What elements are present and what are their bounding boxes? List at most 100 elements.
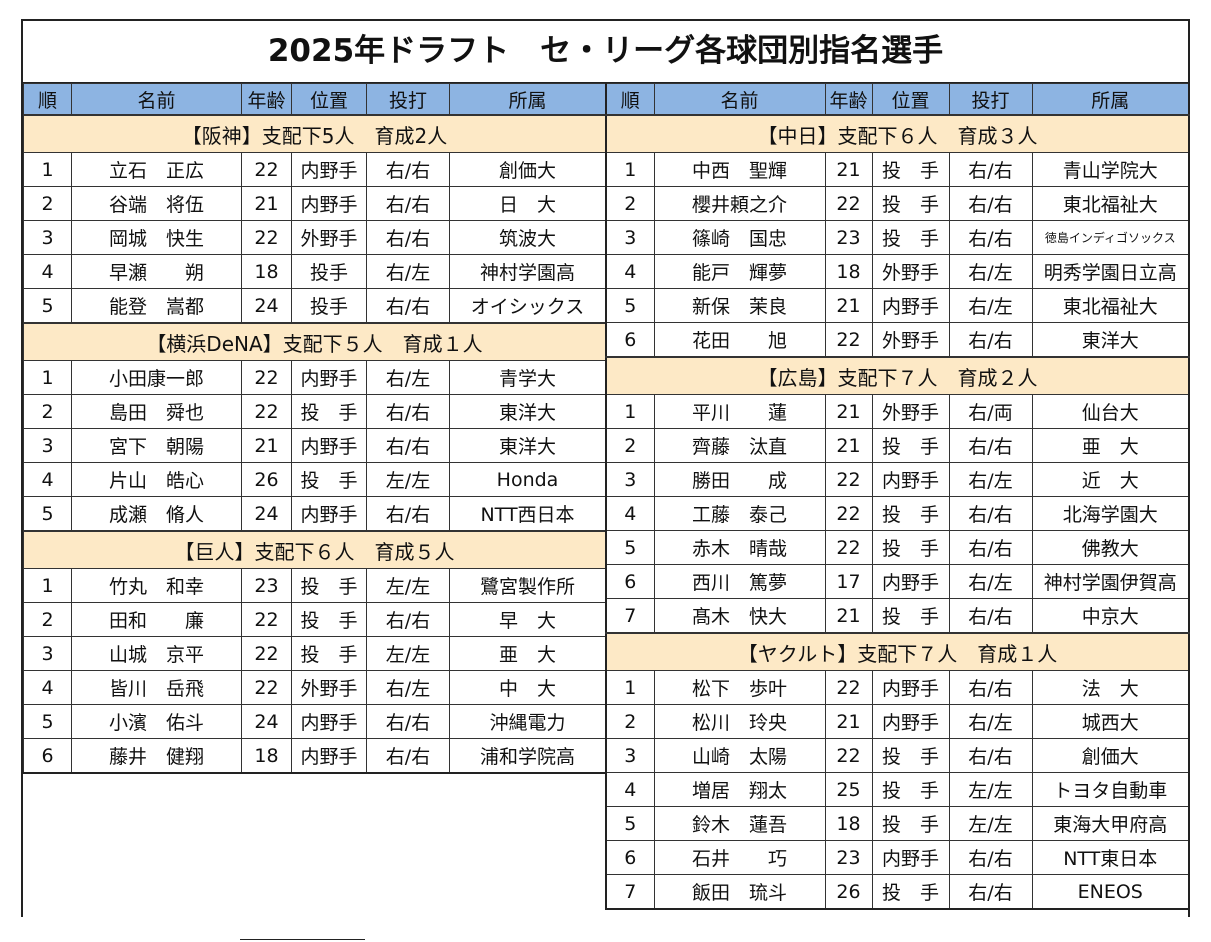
team-summary: 【阪神】支配下5人 育成2人 [23, 114, 606, 153]
cell-age: 21 [241, 428, 292, 463]
cell-affiliation: 近 大 [1031, 462, 1190, 497]
table-row: 2 島田 舜也 22 投 手右/右 東洋大 [23, 394, 606, 429]
cell-order: 1 [605, 394, 655, 429]
cell-position: 投 手 [871, 496, 950, 531]
cell-bats-throws: 右/左 [948, 704, 1033, 739]
column-header-affiliation: 所属 [449, 83, 606, 116]
cell-position: 投 手 [291, 602, 367, 637]
cell-order: 5 [605, 806, 655, 841]
cell-name: 小田康一郎 [71, 360, 242, 395]
cell-order: 5 [23, 496, 72, 532]
cell-order: 4 [23, 462, 72, 497]
cell-bats-throws: 右/右 [948, 840, 1033, 875]
cell-position: 投 手 [291, 568, 367, 603]
cell-order: 1 [605, 152, 655, 187]
cell-position: 投 手 [871, 186, 950, 221]
header-row: 順名前 年齢 位置 投打 所属 [23, 83, 606, 116]
cell-age: 24 [241, 704, 292, 739]
cell-age: 23 [241, 568, 292, 603]
cell-position: 投 手 [871, 772, 950, 807]
table-row: 3 岡城 快生 22 外野手 右/右 筑波大 [23, 220, 606, 255]
cell-age: 22 [824, 738, 873, 773]
table-row: 7 飯田 琉斗 26 投 手右/右 ENEOS [605, 874, 1190, 910]
cell-name: 髙木 快大 [653, 598, 826, 634]
table-row: 3 山城 京平 22 投 手左/左亜 大 [23, 636, 606, 671]
cell-position: 投 手 [871, 806, 950, 841]
column-header-age: 年齢 [241, 83, 292, 116]
cell-order: 6 [605, 564, 655, 599]
cell-position: 内野手 [871, 288, 950, 323]
cell-bats-throws: 右/右 [948, 186, 1033, 221]
team-section-header: 【巨人】支配下６人 育成５人 [23, 530, 606, 569]
cell-order: 4 [605, 254, 655, 289]
tables: 順名前 年齢 位置 投打 所属 【阪神】支配下5人 育成2人 1 立石 正広 22 内野手 右/右創… [23, 83, 1190, 917]
cell-bats-throws: 右/左 [948, 288, 1033, 323]
cell-affiliation: 東洋大 [449, 428, 606, 463]
cell-name: 中西 聖輝 [653, 152, 826, 187]
cell-name: 齊藤 汰直 [653, 428, 826, 463]
cell-bats-throws: 右/右 [366, 738, 450, 774]
cell-name: 工藤 泰己 [653, 496, 826, 531]
column-header-bats-throws: 投打 [366, 83, 450, 116]
cell-age: 22 [824, 670, 873, 705]
cell-bats-throws: 右/右 [366, 288, 450, 324]
cell-position: 内野手 [871, 670, 950, 705]
table-row: 7 髙木 快大 21 投 手右/右 中京大 [605, 598, 1190, 634]
cell-bats-throws: 右/右 [366, 496, 450, 532]
cell-position: 投手 [291, 288, 367, 324]
cell-position: 投 手 [291, 462, 367, 497]
cell-bats-throws: 右/右 [948, 598, 1033, 634]
cell-age: 17 [824, 564, 873, 599]
cell-affiliation: 亜 大 [449, 636, 606, 671]
cell-bats-throws: 右/右 [948, 428, 1033, 463]
table-row: 3 勝田 成 22 内野手 右/左近 大 [605, 462, 1190, 497]
cell-position: 投 手 [871, 598, 950, 634]
column-header-position: 位置 [871, 83, 950, 116]
table-row: 1 平川 蓮 21 外野手 右/両 仙台大 [605, 394, 1190, 429]
cell-age: 21 [241, 186, 292, 221]
cell-order: 2 [23, 602, 72, 637]
cell-age: 22 [824, 530, 873, 565]
cell-name: 平川 蓮 [653, 394, 826, 429]
page-title: 2025年ドラフト セ・リーグ各球団別指名選手 [23, 21, 1188, 83]
cell-name: 早瀬 朔 [71, 254, 242, 289]
cell-bats-throws: 左/左 [948, 772, 1033, 807]
cell-age: 24 [241, 288, 292, 324]
cell-position: 投 手 [871, 738, 950, 773]
cell-age: 23 [824, 840, 873, 875]
cell-affiliation: 東洋大 [1031, 322, 1190, 358]
cell-age: 24 [241, 496, 292, 532]
table-row: 5 小濱 佑斗 24 内野手 右/右 沖縄電力 [23, 704, 606, 739]
table-row: 5 能登 嵩都 24 投手 右/右 オイシックス [23, 288, 606, 324]
cell-affiliation: 沖縄電力 [449, 704, 606, 739]
cell-age: 26 [824, 874, 873, 910]
cell-position: 内野手 [291, 738, 367, 774]
cell-name: 櫻井頼之介 [653, 186, 826, 221]
cell-order: 4 [23, 254, 72, 289]
left-table: 順名前 年齢 位置 投打 所属 【阪神】支配下5人 育成2人 1 立石 正広 22 内野手 右/右創… [23, 83, 606, 774]
cell-order: 3 [23, 428, 72, 463]
cell-order: 5 [605, 530, 655, 565]
cell-order: 6 [605, 840, 655, 875]
cell-affiliation: Honda [449, 462, 606, 497]
cell-affiliation: 東北福祉大 [1031, 288, 1190, 323]
cell-name: 西川 篤夢 [653, 564, 826, 599]
cell-name: 岡城 快生 [71, 220, 242, 255]
right-table: 順名前 年齢 位置 投打 所属 【中日】支配下６人 育成３人 1 中西 聖輝 21 投 手右/右青… [605, 83, 1190, 910]
cell-age: 26 [241, 462, 292, 497]
column-header-bats-throws: 投打 [948, 83, 1033, 116]
table-row: 6 藤井 健翔 18 内野手 右/右 浦和学院高 [23, 738, 606, 774]
table-row: 1 中西 聖輝 21 投 手右/右 青山学院大 [605, 152, 1190, 187]
table-row: 5 赤木 晴哉 22 投 手右/右 佛教大 [605, 530, 1190, 565]
cell-name: 増居 翔太 [653, 772, 826, 807]
column-header-order: 順 [23, 83, 72, 116]
cell-bats-throws: 右/左 [948, 462, 1033, 497]
cell-affiliation: 浦和学院高 [449, 738, 606, 774]
table-row: 4 皆川 岳飛 22 外野手 右/左中 大 [23, 670, 606, 705]
cell-position: 投 手 [871, 874, 950, 910]
right-draft-table: 順名前 年齢 位置 投打 所属 【中日】支配下６人 育成３人 1 中西 聖輝 21 投 手右/右青… [605, 83, 1190, 910]
team-summary: 【中日】支配下６人 育成３人 [605, 114, 1190, 153]
cell-age: 18 [241, 254, 292, 289]
cell-name: 皆川 岳飛 [71, 670, 242, 705]
team-section-header: 【ヤクルト】支配下７人 育成１人 [605, 632, 1190, 671]
